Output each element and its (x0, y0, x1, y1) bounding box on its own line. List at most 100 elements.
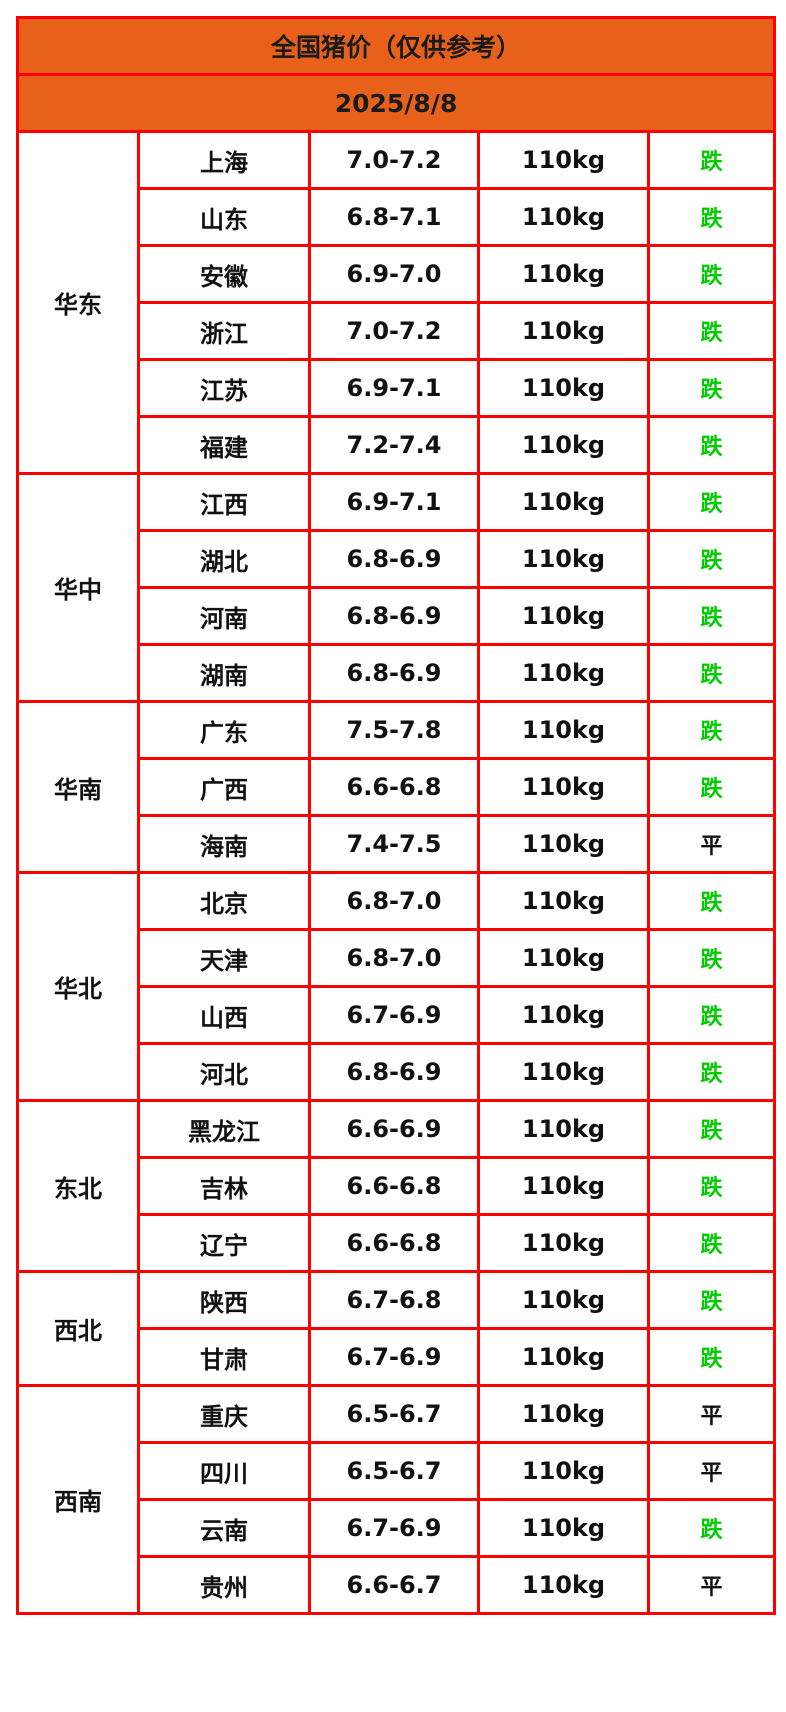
table-row: 华中 江西 6.9-7.1 110kg 跌 (16, 472, 777, 703)
trend-cell: 跌 (646, 985, 777, 1045)
province-cell: 云南 (137, 1498, 311, 1558)
trend-cell: 跌 (646, 130, 777, 190)
table-title: 全国猪价（仅供参考） (15, 16, 777, 76)
table-row: 吉林 6.6-6.8 110kg 跌 (18, 1156, 777, 1216)
trend-cell: 平 (646, 1555, 777, 1615)
trend-cell: 跌 (646, 1213, 777, 1273)
weight-cell: 110kg (477, 472, 650, 532)
trend-cell: 跌 (646, 757, 777, 817)
table-row: 西南 重庆 6.5-6.7 110kg 平 (16, 1384, 777, 1615)
province-cell: 吉林 (137, 1156, 311, 1216)
table-row: 华南 广东 7.5-7.8 110kg 跌 (16, 700, 777, 874)
province-cell: 辽宁 (137, 1213, 311, 1273)
table-row: 湖南 6.8-6.9 110kg 跌 (18, 643, 777, 703)
trend-cell: 平 (646, 1441, 777, 1501)
table-row: 安徽 6.9-7.0 110kg 跌 (18, 244, 777, 304)
province-cell: 广东 (137, 700, 311, 760)
weight-cell: 110kg (477, 985, 650, 1045)
price-cell: 6.5-6.7 (308, 1441, 480, 1501)
weight-cell: 110kg (477, 415, 650, 475)
weight-cell: 110kg (477, 1441, 650, 1501)
trend-cell: 跌 (646, 187, 777, 247)
province-cell: 海南 (137, 814, 311, 874)
table-row: 山西 6.7-6.9 110kg 跌 (18, 985, 777, 1045)
province-cell: 河南 (137, 586, 311, 646)
weight-cell: 110kg (477, 1042, 650, 1102)
province-cell: 四川 (137, 1441, 311, 1501)
table-row: 东北 黑龙江 6.6-6.9 110kg 跌 (16, 1099, 777, 1273)
table-row: 河南 6.8-6.9 110kg 跌 (18, 586, 777, 646)
price-cell: 6.6-6.8 (308, 1156, 480, 1216)
table-row: 贵州 6.6-6.7 110kg 平 (18, 1555, 777, 1615)
price-cell: 6.7-6.9 (308, 985, 480, 1045)
weight-cell: 110kg (477, 643, 650, 703)
trend-cell: 跌 (646, 529, 777, 589)
price-cell: 6.6-6.8 (308, 757, 480, 817)
table-row: 四川 6.5-6.7 110kg 平 (18, 1441, 777, 1501)
province-cell: 福建 (137, 415, 311, 475)
weight-cell: 110kg (477, 244, 650, 304)
price-cell: 6.9-7.1 (308, 472, 480, 532)
price-cell: 7.0-7.2 (308, 301, 480, 361)
weight-cell: 110kg (477, 586, 650, 646)
province-cell: 江西 (137, 472, 311, 532)
table-row: 云南 6.7-6.9 110kg 跌 (18, 1498, 777, 1558)
trend-cell: 跌 (646, 928, 777, 988)
table-row: 江苏 6.9-7.1 110kg 跌 (18, 358, 777, 418)
weight-cell: 110kg (477, 301, 650, 361)
table-row: 海南 7.4-7.5 110kg 平 (18, 814, 777, 874)
trend-cell: 跌 (646, 244, 777, 304)
province-cell: 甘肃 (137, 1327, 311, 1387)
price-cell: 7.0-7.2 (308, 130, 480, 190)
weight-cell: 110kg (477, 1498, 650, 1558)
weight-cell: 110kg (477, 358, 650, 418)
province-cell: 陕西 (137, 1270, 311, 1330)
trend-cell: 跌 (646, 1270, 777, 1330)
pig-price-table: 全国猪价（仅供参考） 2025/8/8 华东 上海 7.0-7.2 110kg 跌山东 6… (15, 16, 777, 1615)
price-cell: 6.8-7.0 (308, 871, 480, 931)
weight-cell: 110kg (477, 1555, 650, 1615)
trend-cell: 跌 (646, 1327, 777, 1387)
price-cell: 6.8-6.9 (308, 529, 480, 589)
weight-cell: 110kg (477, 1270, 650, 1330)
province-cell: 上海 (137, 130, 311, 190)
price-cell: 6.6-6.9 (308, 1099, 480, 1159)
trend-cell: 跌 (646, 472, 777, 532)
table-row: 山东 6.8-7.1 110kg 跌 (18, 187, 777, 247)
region-cell: 华东 (16, 130, 140, 475)
trend-cell: 跌 (646, 586, 777, 646)
table-row: 湖北 6.8-6.9 110kg 跌 (18, 529, 777, 589)
trend-cell: 跌 (646, 358, 777, 418)
price-cell: 6.7-6.8 (308, 1270, 480, 1330)
province-cell: 重庆 (137, 1384, 311, 1444)
table-row: 河北 6.8-6.9 110kg 跌 (18, 1042, 777, 1102)
province-cell: 天津 (137, 928, 311, 988)
trend-cell: 跌 (646, 643, 777, 703)
weight-cell: 110kg (477, 1384, 650, 1444)
province-cell: 黑龙江 (137, 1099, 311, 1159)
trend-cell: 平 (646, 814, 777, 874)
price-cell: 6.8-6.9 (308, 586, 480, 646)
province-cell: 贵州 (137, 1555, 311, 1615)
table-row: 广西 6.6-6.8 110kg 跌 (18, 757, 777, 817)
trend-cell: 跌 (646, 415, 777, 475)
province-cell: 广西 (137, 757, 311, 817)
trend-cell: 跌 (646, 700, 777, 760)
table-date: 2025/8/8 (15, 73, 777, 133)
province-cell: 江苏 (137, 358, 311, 418)
trend-cell: 平 (646, 1384, 777, 1444)
price-cell: 6.7-6.9 (308, 1327, 480, 1387)
weight-cell: 110kg (477, 187, 650, 247)
province-cell: 北京 (137, 871, 311, 931)
province-cell: 安徽 (137, 244, 311, 304)
weight-cell: 110kg (477, 130, 650, 190)
trend-cell: 跌 (646, 301, 777, 361)
province-cell: 湖南 (137, 643, 311, 703)
price-cell: 6.8-7.1 (308, 187, 480, 247)
weight-cell: 110kg (477, 928, 650, 988)
region-cell: 西南 (16, 1384, 140, 1615)
region-cell: 东北 (16, 1099, 140, 1273)
weight-cell: 110kg (477, 1327, 650, 1387)
province-cell: 河北 (137, 1042, 311, 1102)
price-cell: 6.6-6.7 (308, 1555, 480, 1615)
